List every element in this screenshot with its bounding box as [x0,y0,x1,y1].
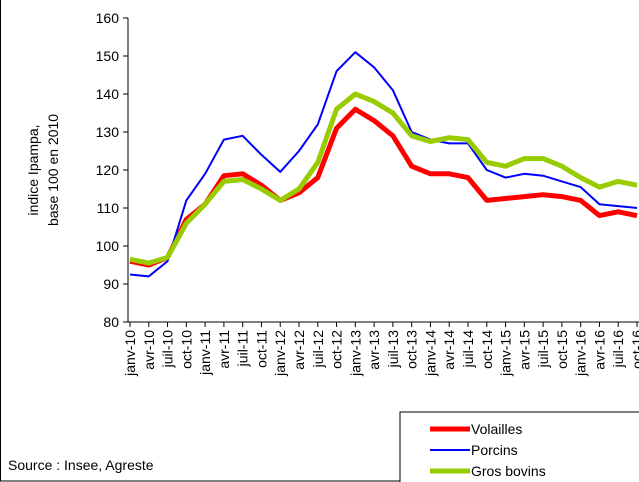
x-tick-label: avr-15 [516,330,532,370]
x-tick-label: janv-13 [347,330,363,377]
x-tick-label: oct-15 [554,330,570,369]
x-tick-label: juil-11 [235,330,251,368]
y-tick-label: 80 [103,314,119,330]
x-tick-label: oct-14 [479,330,495,369]
x-tick-label: juil-12 [310,330,326,369]
y-tick-label: 160 [96,10,120,26]
legend-label: Volailles [471,421,522,437]
x-tick-label: avr-12 [291,330,307,370]
x-tick-label: avr-11 [216,330,232,369]
x-tick-label: oct-12 [329,330,345,369]
x-tick-label: oct-10 [178,330,194,369]
y-tick-label: 110 [97,200,120,216]
series-line [129,106,638,268]
y-tick-label: 150 [96,48,120,64]
legend-label: Gros bovins [471,463,546,479]
x-tick-label: avr-13 [366,330,382,370]
x-tick-label: juil-16 [610,330,626,369]
source: Source : Insee, Agreste [8,457,154,473]
x-tick-label: juil-14 [460,330,476,369]
x-tick-label: janv-15 [498,330,514,377]
x-tick-label: juil-10 [160,330,176,369]
series-line [129,91,638,266]
x-tick-label: oct-16 [629,330,639,369]
series-line [129,51,638,278]
y-tick-label: 100 [96,238,120,254]
x-tick-label: janv-11 [197,330,213,376]
x-tick-label: janv-14 [422,330,438,377]
x-tick-label: oct-11 [253,330,269,368]
legend-label: Porcins [471,442,518,458]
x-tick-label: oct-13 [404,330,420,369]
x-tick-label: avr-10 [141,330,157,370]
x-tick-label: janv-16 [573,330,589,377]
x-tick-label: janv-12 [272,330,288,377]
x-tick-label: juil-15 [535,330,551,369]
y-axis-label: indice Ipampa, [25,124,41,215]
y-tick-label: 120 [96,162,120,178]
y-axis-label: base 100 en 2010 [45,114,61,226]
x-tick-label: janv-10 [122,330,138,377]
y-tick-label: 140 [96,86,120,102]
x-tick-label: juil-13 [385,330,401,369]
y-tick-label: 90 [103,276,119,292]
y-tick-label: 130 [96,124,120,140]
x-tick-label: avr-14 [441,330,457,370]
x-tick-label: avr-16 [591,330,607,370]
